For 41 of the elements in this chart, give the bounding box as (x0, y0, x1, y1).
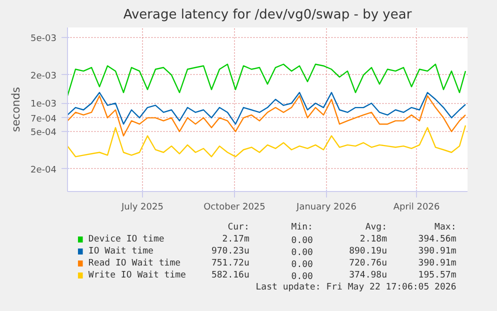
y-tick-label: 2e-04 (30, 165, 57, 176)
text: Avg: (365, 222, 388, 232)
y-tick-label: 1e-03 (30, 100, 57, 110)
text: 720.76u (349, 258, 388, 268)
text: 890.19u (349, 246, 388, 256)
text: 394.56m (418, 234, 456, 244)
x-tick-label: January 2026 (296, 202, 357, 212)
y-tick-label: 5e-04 (30, 128, 57, 138)
text: 390.91m (418, 246, 456, 256)
line-series (68, 64, 466, 96)
x-tick-label: October 2025 (204, 202, 266, 212)
text: 751.72u (211, 258, 250, 268)
text: 970.23u (211, 246, 250, 256)
text: 2.18m (360, 234, 388, 244)
text: 0.00 (291, 236, 313, 246)
text: Cur: (228, 222, 250, 232)
legend-label: IO Wait time (88, 246, 154, 256)
text: Min: (291, 222, 313, 232)
text: 390.91m (418, 258, 456, 268)
text: Max: (434, 222, 456, 232)
text: 2.17m (222, 234, 250, 244)
text: 0.00 (291, 272, 313, 282)
text: 195.57m (418, 270, 456, 280)
legend-label: Write IO Wait time (88, 270, 186, 280)
text: Last update: Fri May 22 17:06:05 2026 (256, 282, 456, 292)
text: 0.00 (291, 260, 313, 270)
y-tick-label: 7e-04 (30, 114, 57, 124)
text: 582.16u (211, 270, 250, 280)
legend-label: Read IO Wait time (88, 258, 181, 268)
line-series (68, 95, 466, 136)
legend-label: Device IO time (88, 234, 164, 244)
y-axis-title: seconds (10, 86, 23, 132)
y-tick-label: 5e-03 (30, 34, 57, 44)
x-tick-label: July 2025 (120, 202, 164, 212)
text: 0.00 (291, 248, 313, 258)
y-tick-label: 2e-03 (30, 71, 57, 82)
line-series (68, 92, 466, 125)
chart-title: Average latency for /dev/vg0/swap - by year (123, 8, 412, 22)
line-series (68, 124, 466, 158)
x-tick-label: April 2026 (393, 202, 440, 212)
text: 374.98u (349, 270, 388, 280)
